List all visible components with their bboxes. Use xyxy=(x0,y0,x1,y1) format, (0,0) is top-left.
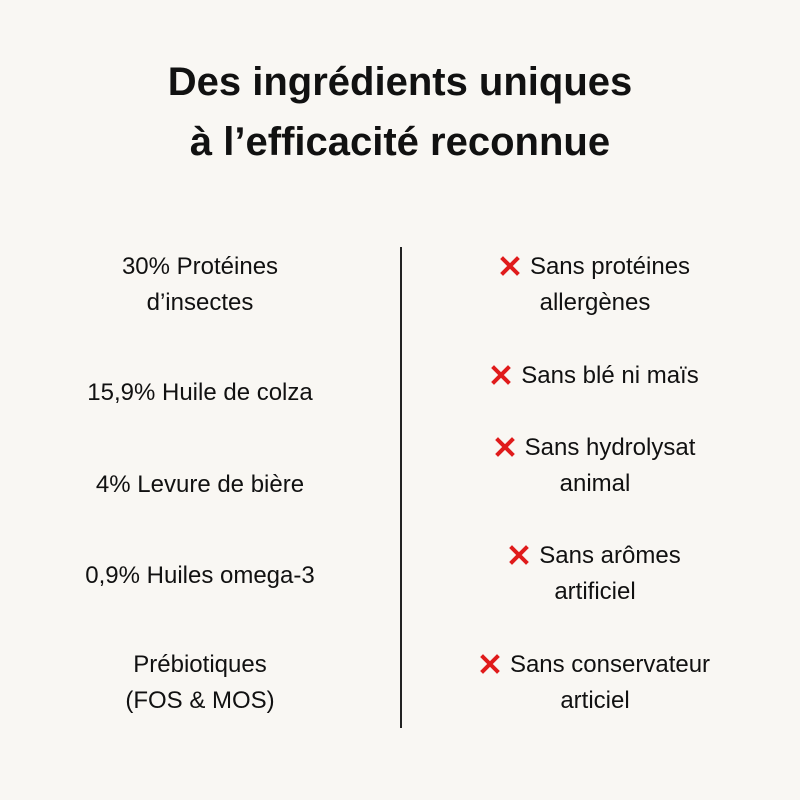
left-item: 30% Protéines d’insectes xyxy=(10,249,390,321)
right-item: Sans arômes artificiel xyxy=(405,538,785,610)
right-item: Sans protéines allergènes xyxy=(405,249,785,321)
item-text: Sans protéines xyxy=(529,253,691,280)
item-line: articiel xyxy=(405,683,785,719)
item-line: artificiel xyxy=(405,574,785,610)
cross-icon xyxy=(509,545,530,565)
item-line: 15,9% Huile de colza xyxy=(10,375,390,411)
item-line: d’insectes xyxy=(10,285,390,321)
right-item: Sans conservateur articiel xyxy=(405,647,785,719)
item-text: articiel xyxy=(560,687,630,714)
item-text: 30% Protéines xyxy=(121,253,279,280)
left-item: Prébiotiques (FOS & MOS) xyxy=(10,647,390,719)
title: Des ingrédients uniques à l’efficacité r… xyxy=(0,52,800,172)
divider xyxy=(400,247,402,728)
item-text: (FOS & MOS) xyxy=(125,687,275,714)
cross-icon xyxy=(500,256,520,276)
left-item: 15,9% Huile de colza xyxy=(10,375,390,411)
item-text: artificiel xyxy=(554,578,636,605)
item-text: d’insectes xyxy=(146,289,254,316)
item-text: Sans hydrolysat xyxy=(524,434,696,461)
title-line: Des ingrédients uniques xyxy=(167,60,633,104)
item-text: Prébiotiques xyxy=(133,651,267,678)
cross-icon xyxy=(491,365,512,385)
item-text: animal xyxy=(559,470,631,497)
item-line: Sans blé ni maïs xyxy=(405,358,785,394)
item-text: 0,9% Huiles omega-3 xyxy=(85,562,315,589)
cross-icon xyxy=(494,437,515,457)
item-text: 15,9% Huile de colza xyxy=(87,379,313,406)
item-text: 4% Levure de bière xyxy=(95,471,305,498)
item-line: (FOS & MOS) xyxy=(10,683,390,719)
item-line: 30% Protéines xyxy=(10,249,390,285)
right-item: Sans blé ni maïs xyxy=(405,358,785,394)
item-text: Sans arômes xyxy=(539,542,681,569)
item-line: Prébiotiques xyxy=(10,647,390,683)
item-line: 4% Levure de bière xyxy=(10,467,390,503)
item-line: 0,9% Huiles omega-3 xyxy=(10,558,390,594)
left-item: 0,9% Huiles omega-3 xyxy=(10,558,390,594)
left-item: 4% Levure de bière xyxy=(10,467,390,503)
item-line: Sans arômes xyxy=(405,538,785,574)
item-line: animal xyxy=(405,466,785,502)
item-line: Sans protéines xyxy=(405,249,785,285)
title-line: à l’efficacité reconnue xyxy=(189,120,611,164)
cross-icon xyxy=(480,654,500,674)
item-line: Sans conservateur xyxy=(405,647,785,683)
item-line: Sans hydrolysat xyxy=(405,430,785,466)
right-item: Sans hydrolysat animal xyxy=(405,430,785,502)
item-text: allergènes xyxy=(539,289,651,316)
item-line: allergènes xyxy=(405,285,785,321)
item-text: Sans conservateur xyxy=(509,651,711,678)
item-text: Sans blé ni maïs xyxy=(521,362,699,389)
